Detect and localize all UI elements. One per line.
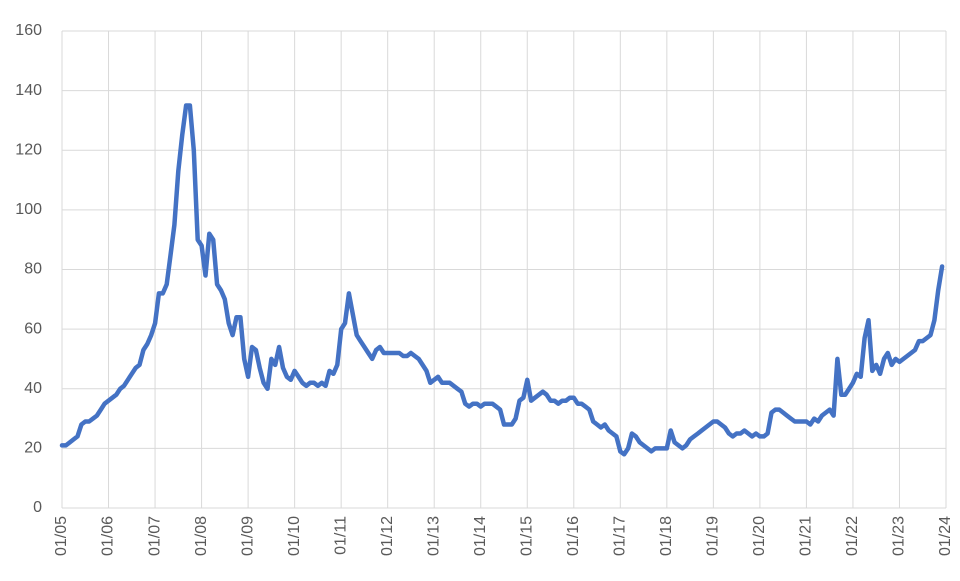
- y-tick-label: 0: [33, 499, 42, 516]
- x-tick-label: 01/23: [891, 516, 908, 556]
- x-tick-label: 01/15: [518, 516, 535, 556]
- y-tick-label: 100: [15, 201, 42, 218]
- x-tick-label: 01/20: [751, 516, 768, 556]
- x-tick-label: 01/08: [193, 516, 210, 556]
- x-tick-label: 01/11: [332, 516, 349, 555]
- y-tick-label: 40: [24, 380, 42, 397]
- y-tick-label: 20: [24, 440, 42, 457]
- x-tick-label: 01/06: [100, 516, 117, 556]
- x-tick-label: 01/17: [612, 516, 629, 556]
- x-tick-label: 01/19: [705, 516, 722, 556]
- x-tick-label: 01/24: [937, 516, 954, 556]
- x-tick-label: 01/14: [472, 516, 489, 556]
- x-tick-label: 01/13: [425, 516, 442, 556]
- y-tick-label: 80: [24, 261, 42, 278]
- y-tick-label: 120: [15, 141, 42, 158]
- x-tick-label: 01/05: [53, 516, 70, 556]
- x-tick-label: 01/18: [658, 516, 675, 556]
- x-tick-label: 01/22: [844, 516, 861, 556]
- x-tick-label: 01/09: [239, 516, 256, 556]
- y-tick-label: 60: [24, 320, 42, 337]
- x-tick-label: 01/10: [286, 516, 303, 556]
- y-tick-label: 140: [15, 82, 42, 99]
- x-tick-label: 01/16: [565, 516, 582, 556]
- x-tick-label: 01/07: [146, 516, 163, 556]
- y-tick-label: 160: [15, 22, 42, 39]
- x-tick-label: 01/12: [379, 516, 396, 556]
- line: [59, 103, 945, 457]
- x-tick-label: 01/21: [798, 516, 815, 556]
